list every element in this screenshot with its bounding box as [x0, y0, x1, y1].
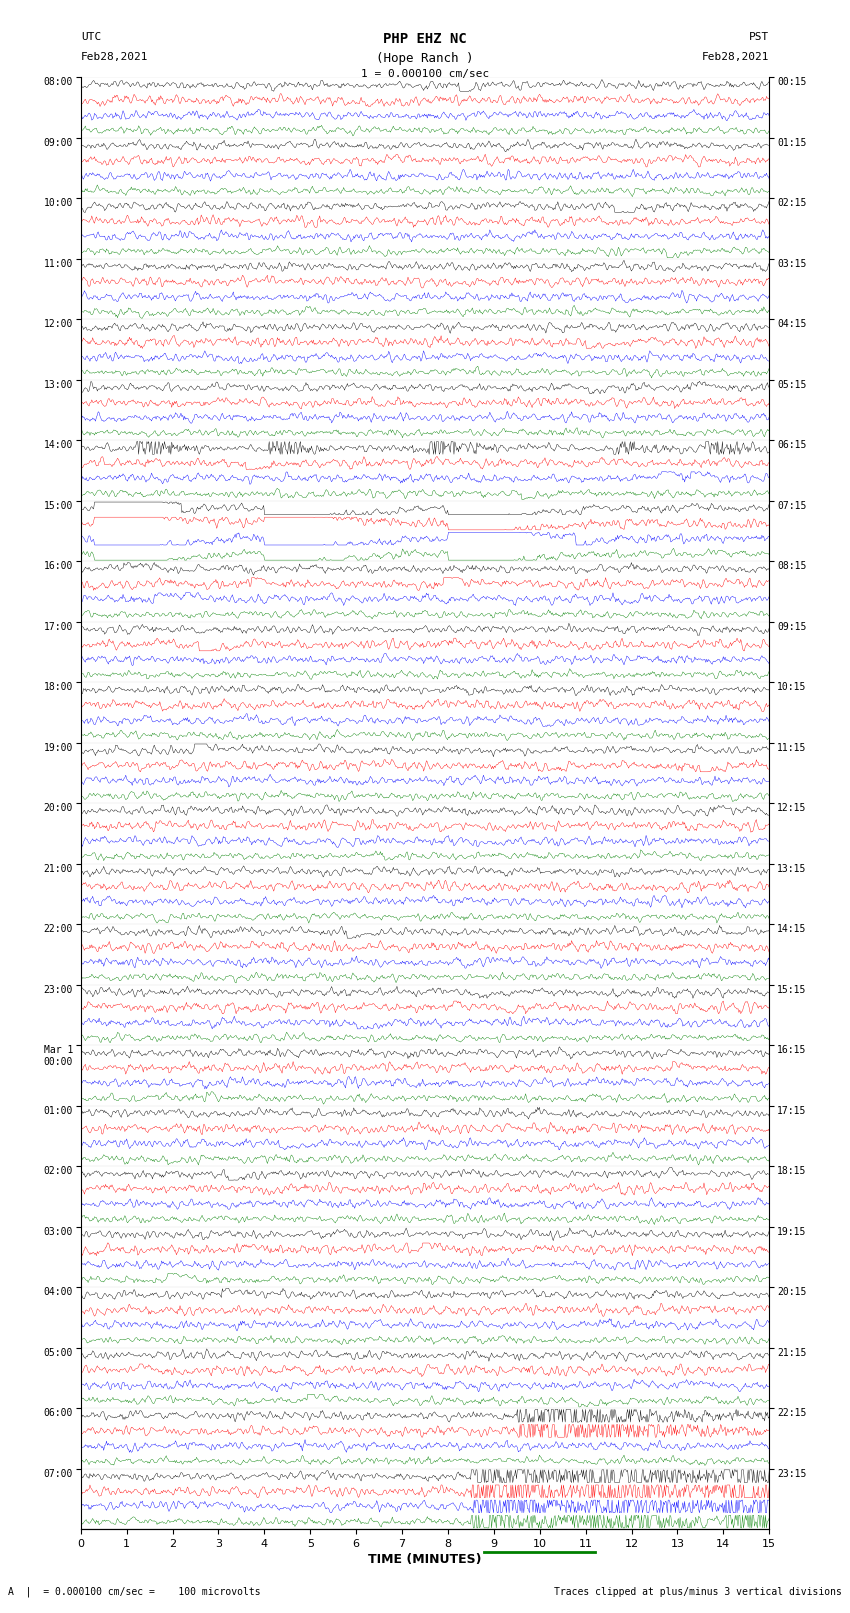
- Text: PST: PST: [749, 32, 769, 42]
- Text: PHP EHZ NC: PHP EHZ NC: [383, 32, 467, 47]
- Text: A  |  = 0.000100 cm/sec =    100 microvolts: A | = 0.000100 cm/sec = 100 microvolts: [8, 1586, 261, 1597]
- Text: Feb28,2021: Feb28,2021: [702, 52, 769, 61]
- Text: (Hope Ranch ): (Hope Ranch ): [377, 52, 473, 65]
- Text: 1 = 0.000100 cm/sec: 1 = 0.000100 cm/sec: [361, 69, 489, 79]
- X-axis label: TIME (MINUTES): TIME (MINUTES): [368, 1553, 482, 1566]
- Text: UTC: UTC: [81, 32, 101, 42]
- Text: Traces clipped at plus/minus 3 vertical divisions: Traces clipped at plus/minus 3 vertical …: [553, 1587, 842, 1597]
- Text: Feb28,2021: Feb28,2021: [81, 52, 148, 61]
